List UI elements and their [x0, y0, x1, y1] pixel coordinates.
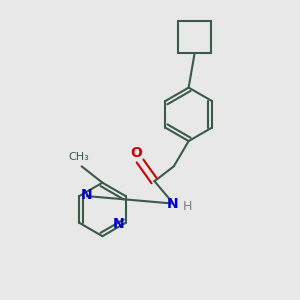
Text: CH₃: CH₃	[68, 152, 89, 162]
Text: N: N	[112, 217, 124, 231]
Text: H: H	[182, 200, 192, 213]
Text: N: N	[81, 188, 92, 202]
Text: N: N	[167, 196, 178, 211]
Text: O: O	[131, 146, 142, 160]
